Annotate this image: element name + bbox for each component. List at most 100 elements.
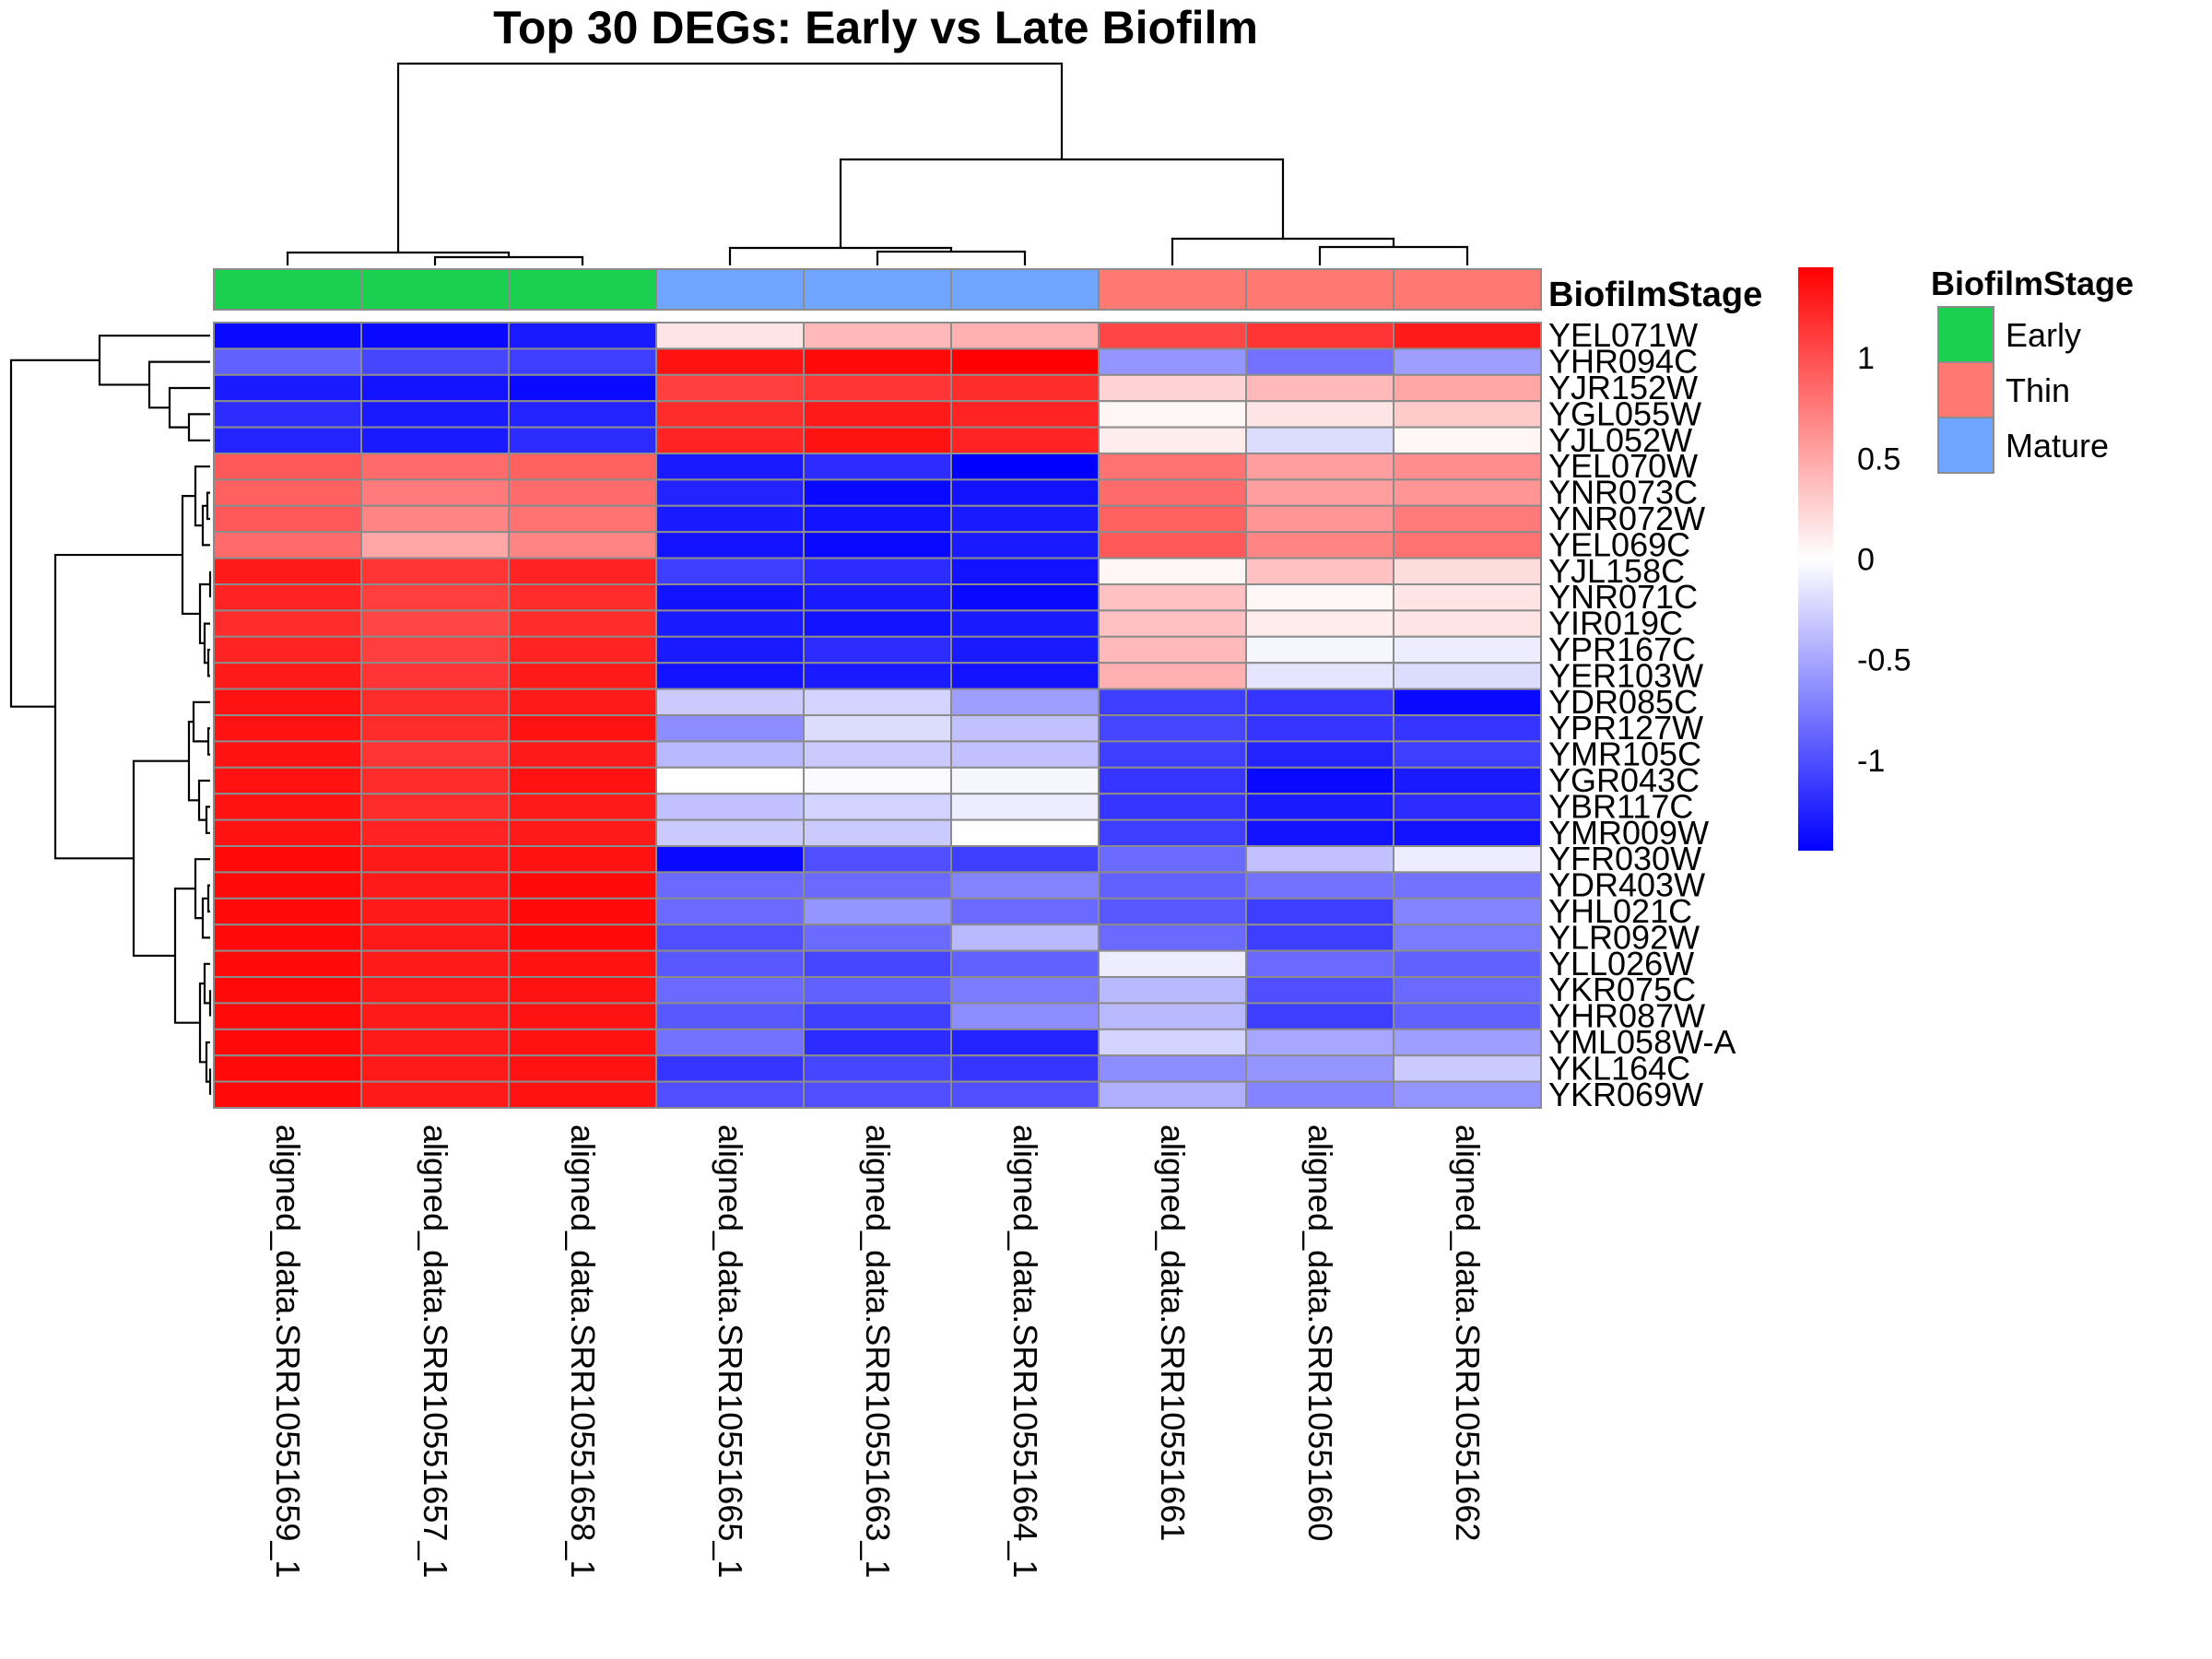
heatmap-cell: [1098, 818, 1247, 847]
heatmap-cell: [1245, 766, 1394, 795]
row-label: YHR087W: [1548, 997, 1705, 1035]
heatmap-cell: [950, 949, 1100, 978]
heatmap-cell: [1098, 976, 1247, 1005]
heatmap-cell: [213, 714, 362, 743]
heatmap-cell: [1245, 740, 1394, 769]
heatmap-cell: [655, 531, 805, 559]
heatmap-cell: [655, 453, 805, 481]
heatmap-cell: [1245, 426, 1394, 455]
heatmap-cell: [950, 714, 1100, 743]
heatmap-cell: [360, 740, 510, 769]
heatmap-cell: [213, 583, 362, 612]
heatmap-cell: [1393, 740, 1542, 769]
heatmap-cell: [655, 714, 805, 743]
heatmap-cell: [1098, 453, 1247, 481]
column-label: aligned_data.SRR10551662: [1449, 1124, 1487, 1541]
heatmap-cell: [1245, 609, 1394, 638]
heatmap-cell: [213, 688, 362, 716]
heatmap-cell: [1098, 845, 1247, 874]
heatmap-cell: [803, 766, 952, 795]
colorbar-tick-label: 0.5: [1857, 441, 1900, 477]
annotation-bar: [213, 268, 1542, 311]
heatmap-cell: [1393, 557, 1542, 585]
row-label: YBR117C: [1548, 787, 1693, 825]
dendrogram-branch: [1171, 237, 1395, 265]
heatmap-cell: [360, 976, 510, 1005]
heatmap-cell: [655, 924, 805, 952]
colorbar-tick-label: 0: [1857, 543, 1875, 578]
heatmap-cell: [360, 924, 510, 952]
heatmap-cell: [1245, 531, 1394, 559]
heatmap-cell: [1098, 897, 1247, 926]
heatmap-cell: [803, 609, 952, 638]
heatmap-cell: [1393, 426, 1542, 455]
heatmap-cell: [213, 976, 362, 1005]
dendrogram-branch: [197, 779, 210, 821]
heatmap-cell: [1245, 793, 1394, 821]
heatmap-cell: [1393, 793, 1542, 821]
row-label: YPR127W: [1548, 709, 1703, 747]
dendrogram-branch: [396, 62, 1064, 253]
heatmap-cell: [655, 426, 805, 455]
heatmap-cell: [508, 453, 657, 481]
heatmap-cell: [1393, 818, 1542, 847]
heatmap-cell: [1245, 373, 1394, 403]
heatmap-cell: [655, 662, 805, 690]
heatmap-cell: [1098, 504, 1247, 534]
heatmap-cell: [1393, 400, 1542, 429]
heatmap-cell: [508, 1028, 657, 1057]
heatmap-cell: [360, 504, 510, 534]
heatmap-cell: [803, 818, 952, 847]
heatmap-cell: [360, 714, 510, 743]
heatmap-cell: [1393, 1054, 1542, 1083]
heatmap-cell: [360, 662, 510, 690]
heatmap-cell: [508, 426, 657, 455]
heatmap-cell: [1393, 583, 1542, 612]
row-label: YEL071W: [1548, 316, 1698, 354]
column-dendrogram: [286, 62, 1469, 265]
row-label: YKL164C: [1548, 1049, 1690, 1087]
heatmap-cell: [1245, 1054, 1394, 1083]
heatmap-cell: [213, 478, 362, 507]
heatmap-cell: [1393, 924, 1542, 952]
heatmap-cell: [803, 373, 952, 403]
heatmap-cell: [1098, 1054, 1247, 1083]
heatmap-cell: [803, 426, 952, 455]
legend-swatch: [1937, 361, 1994, 418]
heatmap-cell: [508, 714, 657, 743]
heatmap-cell: [655, 504, 805, 534]
dendrogram-branch: [132, 759, 189, 958]
heatmap-cell: [360, 531, 510, 559]
heatmap-cell: [1245, 1002, 1394, 1030]
heatmap-cell: [655, 1002, 805, 1030]
heatmap-cell: [508, 897, 657, 926]
chart-title: Top 30 DEGs: Early vs Late Biofilm: [493, 2, 1258, 53]
heatmap-cell: [1098, 1028, 1247, 1057]
heatmap-cell: [213, 1054, 362, 1083]
heatmap-cell: [1098, 322, 1247, 350]
heatmap-cell: [950, 793, 1100, 821]
heatmap-cell: [950, 662, 1100, 690]
heatmap-cell: [1393, 373, 1542, 403]
colorbar-tick-label: -0.5: [1857, 643, 1912, 678]
heatmap-cell: [1393, 322, 1542, 350]
column-label: aligned_data.SRR10551663_1: [859, 1124, 897, 1578]
colorbar: [1798, 267, 1833, 851]
heatmap-cell: [803, 1002, 952, 1030]
heatmap-cell: [803, 793, 952, 821]
dendrogram-branch: [839, 158, 1285, 248]
heatmap-cell: [655, 609, 805, 638]
heatmap-cell: [950, 976, 1100, 1005]
heatmap-cell: [655, 766, 805, 795]
heatmap-cell: [360, 322, 510, 350]
heatmap-cell: [508, 478, 657, 507]
heatmap-cell: [360, 478, 510, 507]
heatmap-cell: [655, 347, 805, 376]
heatmap-cell: [655, 583, 805, 612]
heatmap-cell: [1098, 347, 1247, 376]
heatmap-cell: [360, 845, 510, 874]
heatmap-cell: [508, 949, 657, 978]
dendrogram-branch: [728, 246, 953, 265]
heatmap-cell: [950, 897, 1100, 926]
legend-label: Thin: [2006, 371, 2070, 409]
